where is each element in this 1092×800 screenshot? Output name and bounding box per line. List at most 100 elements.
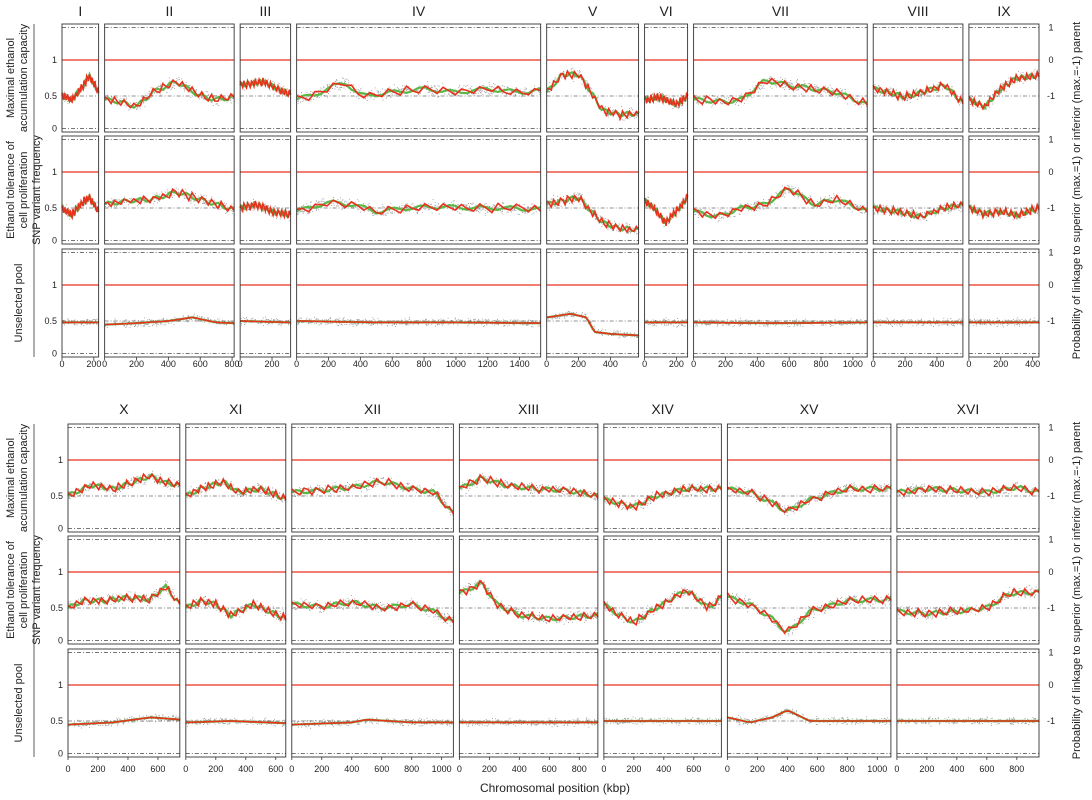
smoothed-frequency-red — [643, 91, 689, 109]
x-tick-label: 400 — [353, 359, 368, 369]
smoothed-frequency-red — [459, 579, 599, 623]
panel-chrV-row3 — [546, 248, 640, 358]
smoothed-frequency-red — [643, 193, 689, 226]
x-tick-label: 200 — [571, 359, 586, 369]
x-tick-label: 600 — [193, 359, 208, 369]
right-tick-label: -1 — [1047, 603, 1055, 613]
panel-frame — [693, 135, 868, 245]
x-tick-label: 1000 — [446, 359, 466, 369]
x-tick-label: 0 — [966, 359, 971, 369]
chromosome-title-II: II — [165, 3, 173, 19]
smoothed-frequency-red — [185, 596, 287, 622]
smoothed-frequency-green — [545, 70, 640, 118]
smoothed-frequency-red — [968, 69, 1040, 111]
panel-frame — [968, 248, 1040, 358]
y-tick-label: 0 — [58, 523, 63, 533]
right-tick-label: 1 — [1048, 535, 1053, 545]
panel-frame — [296, 248, 542, 358]
x-tick-label: 600 — [782, 359, 797, 369]
panel-chrVIII-row2 — [872, 135, 964, 245]
panel-chrXIV-row3 — [603, 648, 723, 758]
panel-chrVI-row3 — [644, 248, 689, 358]
smoothed-frequency-red — [603, 483, 723, 512]
y-tick-label: 1 — [52, 167, 57, 177]
panel-chrV-row2 — [545, 135, 640, 245]
smoothed-frequency-red — [296, 82, 541, 102]
panel-frame — [239, 135, 292, 245]
row-label: Maximal ethanol — [5, 438, 17, 518]
smoothed-frequency-red — [67, 585, 181, 609]
x-tick-label: 600 — [810, 764, 825, 774]
chromosome-title-VI: VI — [659, 3, 672, 19]
x-tick-label: 600 — [150, 764, 165, 774]
smoothed-frequency-red — [104, 79, 235, 109]
panel-chrXII-row3 — [291, 648, 455, 758]
panel-chrVI-row2 — [643, 135, 689, 245]
x-tick-label: 0 — [238, 359, 243, 369]
smoothed-frequency-red — [291, 718, 454, 726]
panel-frame — [603, 423, 722, 533]
right-tick-label: -1 — [1047, 491, 1055, 501]
smoothed-frequency-red — [546, 194, 640, 235]
x-tick-label: 1400 — [510, 359, 530, 369]
smoothed-frequency-red — [240, 320, 291, 324]
smoothed-frequency-red — [872, 80, 964, 104]
panel-chrIII-row2 — [239, 135, 292, 245]
panel-chrX-row1 — [67, 423, 181, 533]
panel-chrV-row1 — [545, 23, 640, 133]
panel-frame — [896, 423, 1040, 533]
right-tick-label: 1 — [1048, 248, 1053, 258]
smoothed-frequency-red — [546, 69, 640, 121]
smoothed-frequency-green — [104, 80, 235, 109]
x-tick-label: 200 — [898, 359, 913, 369]
right-tick-label: 0 — [1048, 680, 1053, 690]
smoothed-frequency-red — [896, 483, 1040, 497]
chromosome-title-XVI: XVI — [957, 401, 980, 417]
panel-chrII-row1 — [104, 23, 235, 133]
panel-frame — [239, 23, 292, 133]
x-tick-label: 600 — [374, 764, 389, 774]
panel-chrIV-row1 — [296, 23, 542, 133]
panel-frame — [291, 648, 454, 758]
panel-chrIV-row2 — [296, 135, 542, 245]
panel-chrXIV-row2 — [603, 535, 723, 645]
panel-frame — [644, 23, 689, 133]
y-tick-label: 1 — [58, 680, 63, 690]
x-tick-label: 400 — [929, 359, 944, 369]
right-tick-label: 0 — [1048, 280, 1053, 290]
panel-chrXI-row1 — [184, 423, 287, 533]
right-axis-label: Probability of linkage to superior (max.… — [1071, 22, 1083, 359]
y-tick-label: 0.5 — [44, 91, 57, 101]
x-tick-label: 200 — [321, 359, 336, 369]
panel-frame — [239, 248, 292, 358]
panel-frame — [693, 23, 868, 133]
x-tick-label: 600 — [979, 764, 994, 774]
y-tick-label: 1 — [52, 280, 57, 290]
x-tick-label: 400 — [780, 764, 795, 774]
panel-frame — [546, 23, 640, 133]
panel-chrXIV-row1 — [603, 423, 723, 533]
chromosome-title-XV: XV — [800, 401, 819, 417]
panel-chrIII-row3 — [239, 248, 292, 358]
x-tick-label: 1000 — [843, 359, 863, 369]
smoothed-frequency-red — [67, 716, 180, 726]
chromosome-title-I: I — [78, 3, 82, 19]
row-label: Maximal ethanol — [5, 38, 17, 118]
panel-chrXI-row2 — [184, 535, 287, 645]
smoothed-frequency-red — [291, 477, 455, 515]
chromosome-title-IX: IX — [997, 3, 1011, 19]
panel-frame — [185, 648, 287, 758]
panel-chrVIII-row3 — [872, 248, 964, 358]
panel-frame — [67, 648, 181, 758]
panel-chrVIII-row1 — [872, 23, 964, 133]
x-tick-label: 800 — [225, 359, 240, 369]
row-label: accumulation capacity — [18, 423, 30, 532]
y-tick-label: 1 — [52, 55, 57, 65]
panel-frame — [968, 135, 1040, 245]
panel-chrXVI-row3 — [896, 648, 1040, 758]
x-tick-label: 200 — [750, 764, 765, 774]
panel-frame — [546, 248, 640, 358]
x-tick-label: 200 — [718, 359, 733, 369]
panel-chrXI-row3 — [185, 648, 287, 758]
